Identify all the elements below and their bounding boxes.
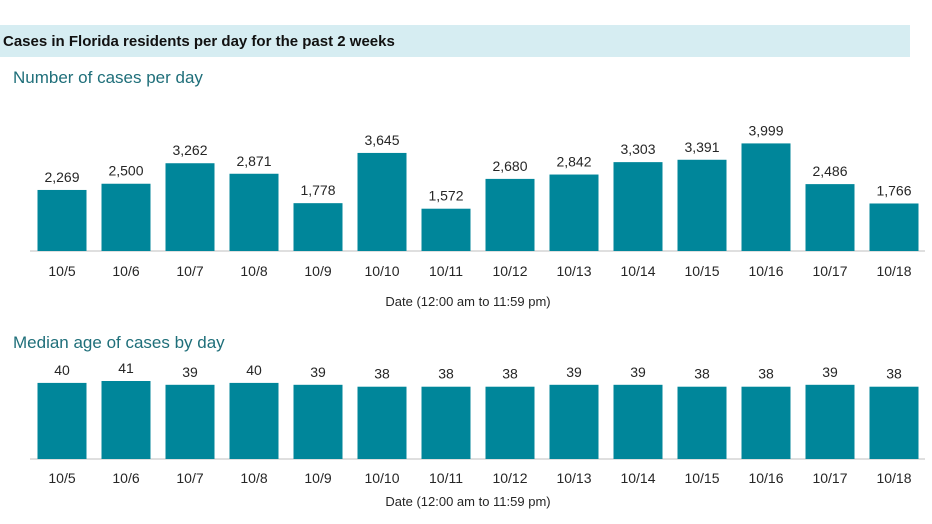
age-bar — [101, 381, 151, 459]
cases-data-label: 1,766 — [876, 182, 911, 198]
age-bar — [293, 384, 343, 459]
cases-chart-title: Number of cases per day — [13, 68, 203, 87]
age-chart-title: Median age of cases by day — [13, 333, 225, 352]
page-title: Cases in Florida residents per day for t… — [3, 33, 395, 50]
age-bar — [485, 386, 535, 459]
age-bar — [421, 386, 471, 459]
age-tick-label: 10/14 — [620, 470, 655, 486]
age-bar — [805, 384, 855, 459]
cases-data-label: 3,262 — [172, 142, 207, 158]
cases-bar — [677, 159, 727, 251]
cases-bar — [805, 184, 855, 251]
age-data-label: 38 — [374, 366, 390, 382]
cases-tick-label: 10/16 — [748, 263, 783, 279]
cases-tick-label: 10/11 — [429, 263, 463, 279]
cases-tick-label: 10/7 — [176, 263, 203, 279]
age-tick-label: 10/18 — [876, 470, 911, 486]
cases-x-axis-title: Date (12:00 am to 11:59 pm) — [385, 294, 550, 309]
cases-data-label: 2,842 — [556, 154, 591, 170]
age-tick-label: 10/17 — [812, 470, 847, 486]
cases-data-label: 2,269 — [44, 169, 79, 185]
cases-tick-label: 10/15 — [684, 263, 719, 279]
cases-tick-label: 10/17 — [812, 263, 847, 279]
cases-data-label: 2,680 — [492, 158, 527, 174]
cases-bar — [165, 163, 215, 251]
age-tick-label: 10/8 — [240, 470, 267, 486]
cases-tick-label: 10/18 — [876, 263, 911, 279]
cases-tick-label: 10/12 — [492, 263, 527, 279]
age-data-label: 41 — [118, 360, 134, 376]
cases-bar — [613, 162, 663, 251]
cases-bar — [37, 189, 87, 251]
cases-bar — [293, 203, 343, 251]
header-band — [0, 25, 910, 57]
age-bar — [357, 386, 407, 459]
cases-bar — [869, 203, 919, 251]
age-data-label: 40 — [246, 362, 262, 378]
age-data-label: 39 — [630, 364, 646, 380]
age-data-label: 39 — [310, 364, 326, 380]
age-tick-label: 10/11 — [429, 470, 463, 486]
age-data-label: 38 — [438, 366, 454, 382]
cases-tick-label: 10/5 — [48, 263, 75, 279]
cases-data-label: 2,871 — [236, 153, 271, 169]
age-bar — [549, 384, 599, 459]
cases-tick-label: 10/14 — [620, 263, 655, 279]
age-bar — [613, 384, 663, 459]
age-data-label: 38 — [758, 366, 774, 382]
cases-data-label: 3,391 — [684, 139, 719, 155]
age-tick-label: 10/7 — [176, 470, 203, 486]
age-tick-label: 10/13 — [556, 470, 591, 486]
cases-data-label: 3,999 — [748, 122, 783, 138]
age-tick-label: 10/9 — [304, 470, 331, 486]
cases-data-label: 1,572 — [428, 188, 463, 204]
cases-bar — [421, 208, 471, 251]
cases-bar — [101, 183, 151, 251]
age-tick-label: 10/10 — [364, 470, 399, 486]
cases-tick-label: 10/13 — [556, 263, 591, 279]
cases-data-label: 1,778 — [300, 182, 335, 198]
cases-bar — [741, 143, 791, 251]
cases-data-label: 3,303 — [620, 141, 655, 157]
age-data-label: 38 — [886, 366, 902, 382]
age-bar — [741, 386, 791, 459]
age-data-label: 40 — [54, 362, 70, 378]
age-tick-label: 10/12 — [492, 470, 527, 486]
cases-bar — [229, 173, 279, 251]
cases-bar — [357, 152, 407, 251]
cases-data-label: 2,486 — [812, 163, 847, 179]
cases-bar — [485, 178, 535, 251]
age-tick-label: 10/6 — [112, 470, 139, 486]
age-data-label: 38 — [502, 366, 518, 382]
age-bar — [229, 382, 279, 459]
age-bar — [37, 382, 87, 459]
cases-tick-label: 10/9 — [304, 263, 331, 279]
age-bar — [869, 386, 919, 459]
age-tick-label: 10/15 — [684, 470, 719, 486]
age-tick-label: 10/16 — [748, 470, 783, 486]
cases-data-label: 3,645 — [364, 132, 399, 148]
cases-data-label: 2,500 — [108, 163, 143, 179]
age-data-label: 39 — [822, 364, 838, 380]
cases-tick-label: 10/10 — [364, 263, 399, 279]
cases-bar — [549, 174, 599, 251]
cases-tick-label: 10/6 — [112, 263, 139, 279]
age-bar — [677, 386, 727, 459]
age-data-label: 39 — [182, 364, 198, 380]
age-data-label: 38 — [694, 366, 710, 382]
age-tick-label: 10/5 — [48, 470, 75, 486]
age-bar — [165, 384, 215, 459]
age-x-axis-title: Date (12:00 am to 11:59 pm) — [385, 494, 550, 509]
age-data-label: 39 — [566, 364, 582, 380]
cases-tick-label: 10/8 — [240, 263, 267, 279]
